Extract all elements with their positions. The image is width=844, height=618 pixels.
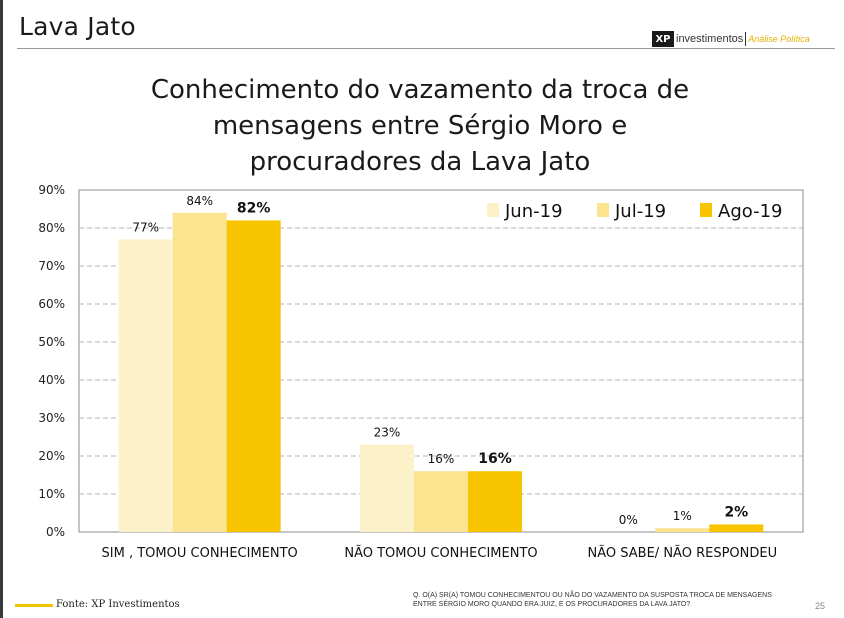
bar — [414, 471, 468, 532]
bar — [118, 239, 173, 532]
bar — [226, 220, 281, 532]
legend-swatch — [597, 203, 609, 217]
page-number: 25 — [815, 601, 826, 611]
brand-subtitle: Análise Política — [748, 34, 810, 44]
y-tick-label: 70% — [38, 259, 65, 273]
y-tick-label: 0% — [46, 525, 65, 539]
footer-source: Fonte: XP Investimentos — [56, 599, 180, 610]
data-label: 2% — [724, 504, 748, 520]
y-tick-label: 80% — [38, 221, 65, 235]
legend-label: Ago-19 — [718, 201, 783, 222]
y-tick-label: 20% — [38, 449, 65, 463]
footer-accent-bar — [15, 604, 53, 607]
left-border-rule — [0, 0, 3, 618]
x-category-label: SIM , TOMOU CONHECIMENTO — [102, 546, 298, 561]
brand-logo: XP investimentos Análise Política — [652, 30, 810, 48]
data-label: 1% — [673, 509, 692, 523]
chart-title-line-2: mensagens entre Sérgio Moro e — [212, 111, 628, 141]
chart-title: Conhecimento do vazamento da troca de me… — [90, 72, 750, 180]
legend-label: Jul-19 — [614, 201, 666, 222]
data-label: 77% — [132, 220, 159, 234]
data-label: 0% — [619, 513, 638, 527]
y-tick-label: 30% — [38, 411, 65, 425]
x-category-label: NÃO TOMOU CONHECIMENTO — [344, 545, 537, 561]
data-label: 84% — [186, 194, 213, 208]
bar — [468, 471, 522, 532]
legend-swatch — [487, 203, 499, 217]
page-title: Lava Jato — [19, 12, 136, 41]
data-label: 16% — [478, 451, 512, 467]
y-tick-label: 90% — [38, 183, 65, 197]
brand-name: investimentos — [676, 33, 744, 45]
xp-logo-mark: XP — [652, 31, 674, 47]
x-category-label: NÃO SABE/ NÃO RESPONDEU — [588, 545, 778, 561]
bar — [709, 524, 764, 532]
chart-title-line-1: Conhecimento do vazamento da troca de — [150, 75, 690, 105]
bar — [172, 212, 227, 533]
data-label: 16% — [428, 452, 455, 466]
bar — [655, 528, 710, 532]
legend-swatch — [700, 203, 712, 217]
chart-title-line-3: procuradores da Lava Jato — [249, 147, 591, 177]
brand-separator — [745, 32, 747, 46]
y-tick-label: 50% — [38, 335, 65, 349]
y-tick-label: 40% — [38, 373, 65, 387]
footer-question-note: Q. O(A) SR(A) TOMOU CONHECIMENTOU OU NÃO… — [413, 592, 772, 608]
y-tick-label: 60% — [38, 297, 65, 311]
legend-label: Jun-19 — [504, 201, 563, 222]
bar — [360, 444, 414, 532]
y-tick-label: 10% — [38, 487, 65, 501]
header-divider — [17, 48, 835, 49]
data-label: 82% — [237, 200, 271, 216]
data-label: 23% — [374, 426, 401, 440]
